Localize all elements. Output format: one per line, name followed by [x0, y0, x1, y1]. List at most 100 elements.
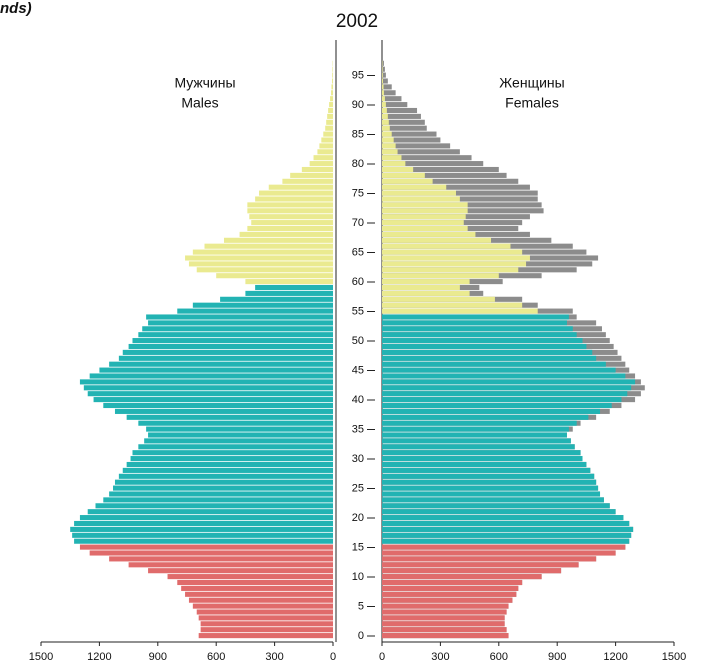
- bar: [382, 119, 425, 125]
- bar: [382, 438, 571, 444]
- bar: [382, 467, 591, 473]
- bar: [99, 367, 334, 373]
- y-tick-label: 0: [358, 630, 364, 642]
- bar: [382, 426, 569, 432]
- bar: [251, 220, 333, 226]
- bar: [216, 273, 333, 279]
- bar: [83, 385, 334, 391]
- bar: [382, 96, 402, 102]
- bar: [239, 231, 333, 237]
- bar: [321, 137, 333, 143]
- bar: [327, 113, 333, 119]
- x-tick-label: 600: [490, 651, 508, 663]
- bar: [87, 509, 333, 515]
- bar: [382, 255, 530, 261]
- bar: [382, 585, 519, 591]
- bar: [382, 497, 604, 503]
- legend-label: Женщины: [499, 75, 564, 91]
- bar: [313, 155, 333, 161]
- bar: [382, 326, 573, 332]
- bar: [74, 538, 334, 544]
- bar: [247, 202, 333, 208]
- bar: [332, 66, 333, 72]
- bar: [382, 102, 408, 108]
- bar: [382, 113, 421, 119]
- bar: [331, 84, 333, 90]
- bar: [196, 609, 333, 615]
- bar: [382, 397, 622, 403]
- bar: [382, 615, 505, 621]
- bar: [382, 143, 451, 149]
- bar: [382, 66, 383, 72]
- bar: [109, 491, 333, 497]
- y-tick-label: 5: [358, 600, 364, 612]
- bar: [245, 290, 333, 296]
- bar: [114, 479, 334, 485]
- bar: [382, 556, 597, 562]
- bar: [382, 172, 507, 178]
- bar: [382, 314, 569, 320]
- bar: [382, 220, 464, 226]
- bar: [200, 627, 333, 633]
- bar: [185, 591, 333, 597]
- y-tick-label: 80: [352, 158, 364, 170]
- bar: [382, 279, 470, 285]
- y-tick-label: 55: [352, 305, 364, 317]
- bar: [382, 66, 385, 72]
- legend-label: Females: [505, 95, 559, 111]
- bar: [382, 90, 396, 96]
- bar: [138, 420, 333, 426]
- bar: [128, 343, 333, 350]
- bar: [382, 308, 538, 314]
- bar: [382, 107, 387, 114]
- bar: [382, 290, 470, 296]
- bar: [382, 178, 519, 184]
- y-tick-label: 75: [352, 187, 364, 199]
- bar: [109, 361, 333, 367]
- bar: [200, 621, 333, 627]
- x-tick-label: 1200: [603, 651, 627, 663]
- bar: [382, 125, 390, 131]
- bar: [382, 633, 509, 639]
- bar: [268, 184, 333, 190]
- bar: [382, 149, 398, 155]
- corner-text: nds): [0, 0, 32, 17]
- bar: [382, 544, 626, 550]
- bar: [148, 432, 333, 438]
- bar: [382, 627, 507, 633]
- x-tick-label: 1500: [29, 651, 53, 663]
- bar: [259, 190, 333, 196]
- bar: [382, 84, 392, 90]
- bar: [382, 267, 519, 273]
- bar: [382, 78, 388, 84]
- bar: [326, 119, 333, 125]
- bar: [382, 208, 468, 214]
- bar: [382, 137, 394, 143]
- bar: [382, 249, 523, 255]
- bar: [382, 343, 587, 350]
- bar: [382, 60, 384, 66]
- bar: [198, 633, 333, 639]
- bar: [382, 261, 527, 267]
- x-tick-label: 300: [265, 651, 283, 663]
- bar: [382, 574, 542, 580]
- bar: [382, 597, 513, 603]
- bar: [144, 438, 333, 444]
- bar: [79, 544, 333, 550]
- bar: [332, 78, 333, 84]
- bar: [93, 397, 333, 403]
- bar: [382, 367, 616, 373]
- bar: [382, 131, 437, 137]
- bar: [382, 391, 628, 397]
- bar: [382, 379, 636, 385]
- bar: [146, 426, 333, 432]
- bar: [382, 461, 587, 468]
- bar: [382, 72, 383, 78]
- x-tick-label: 0: [379, 651, 385, 663]
- bar: [87, 391, 333, 397]
- y-tick-label: 25: [352, 482, 364, 494]
- y-tick-label: 45: [352, 364, 364, 376]
- bar: [382, 107, 418, 114]
- bar: [382, 184, 447, 190]
